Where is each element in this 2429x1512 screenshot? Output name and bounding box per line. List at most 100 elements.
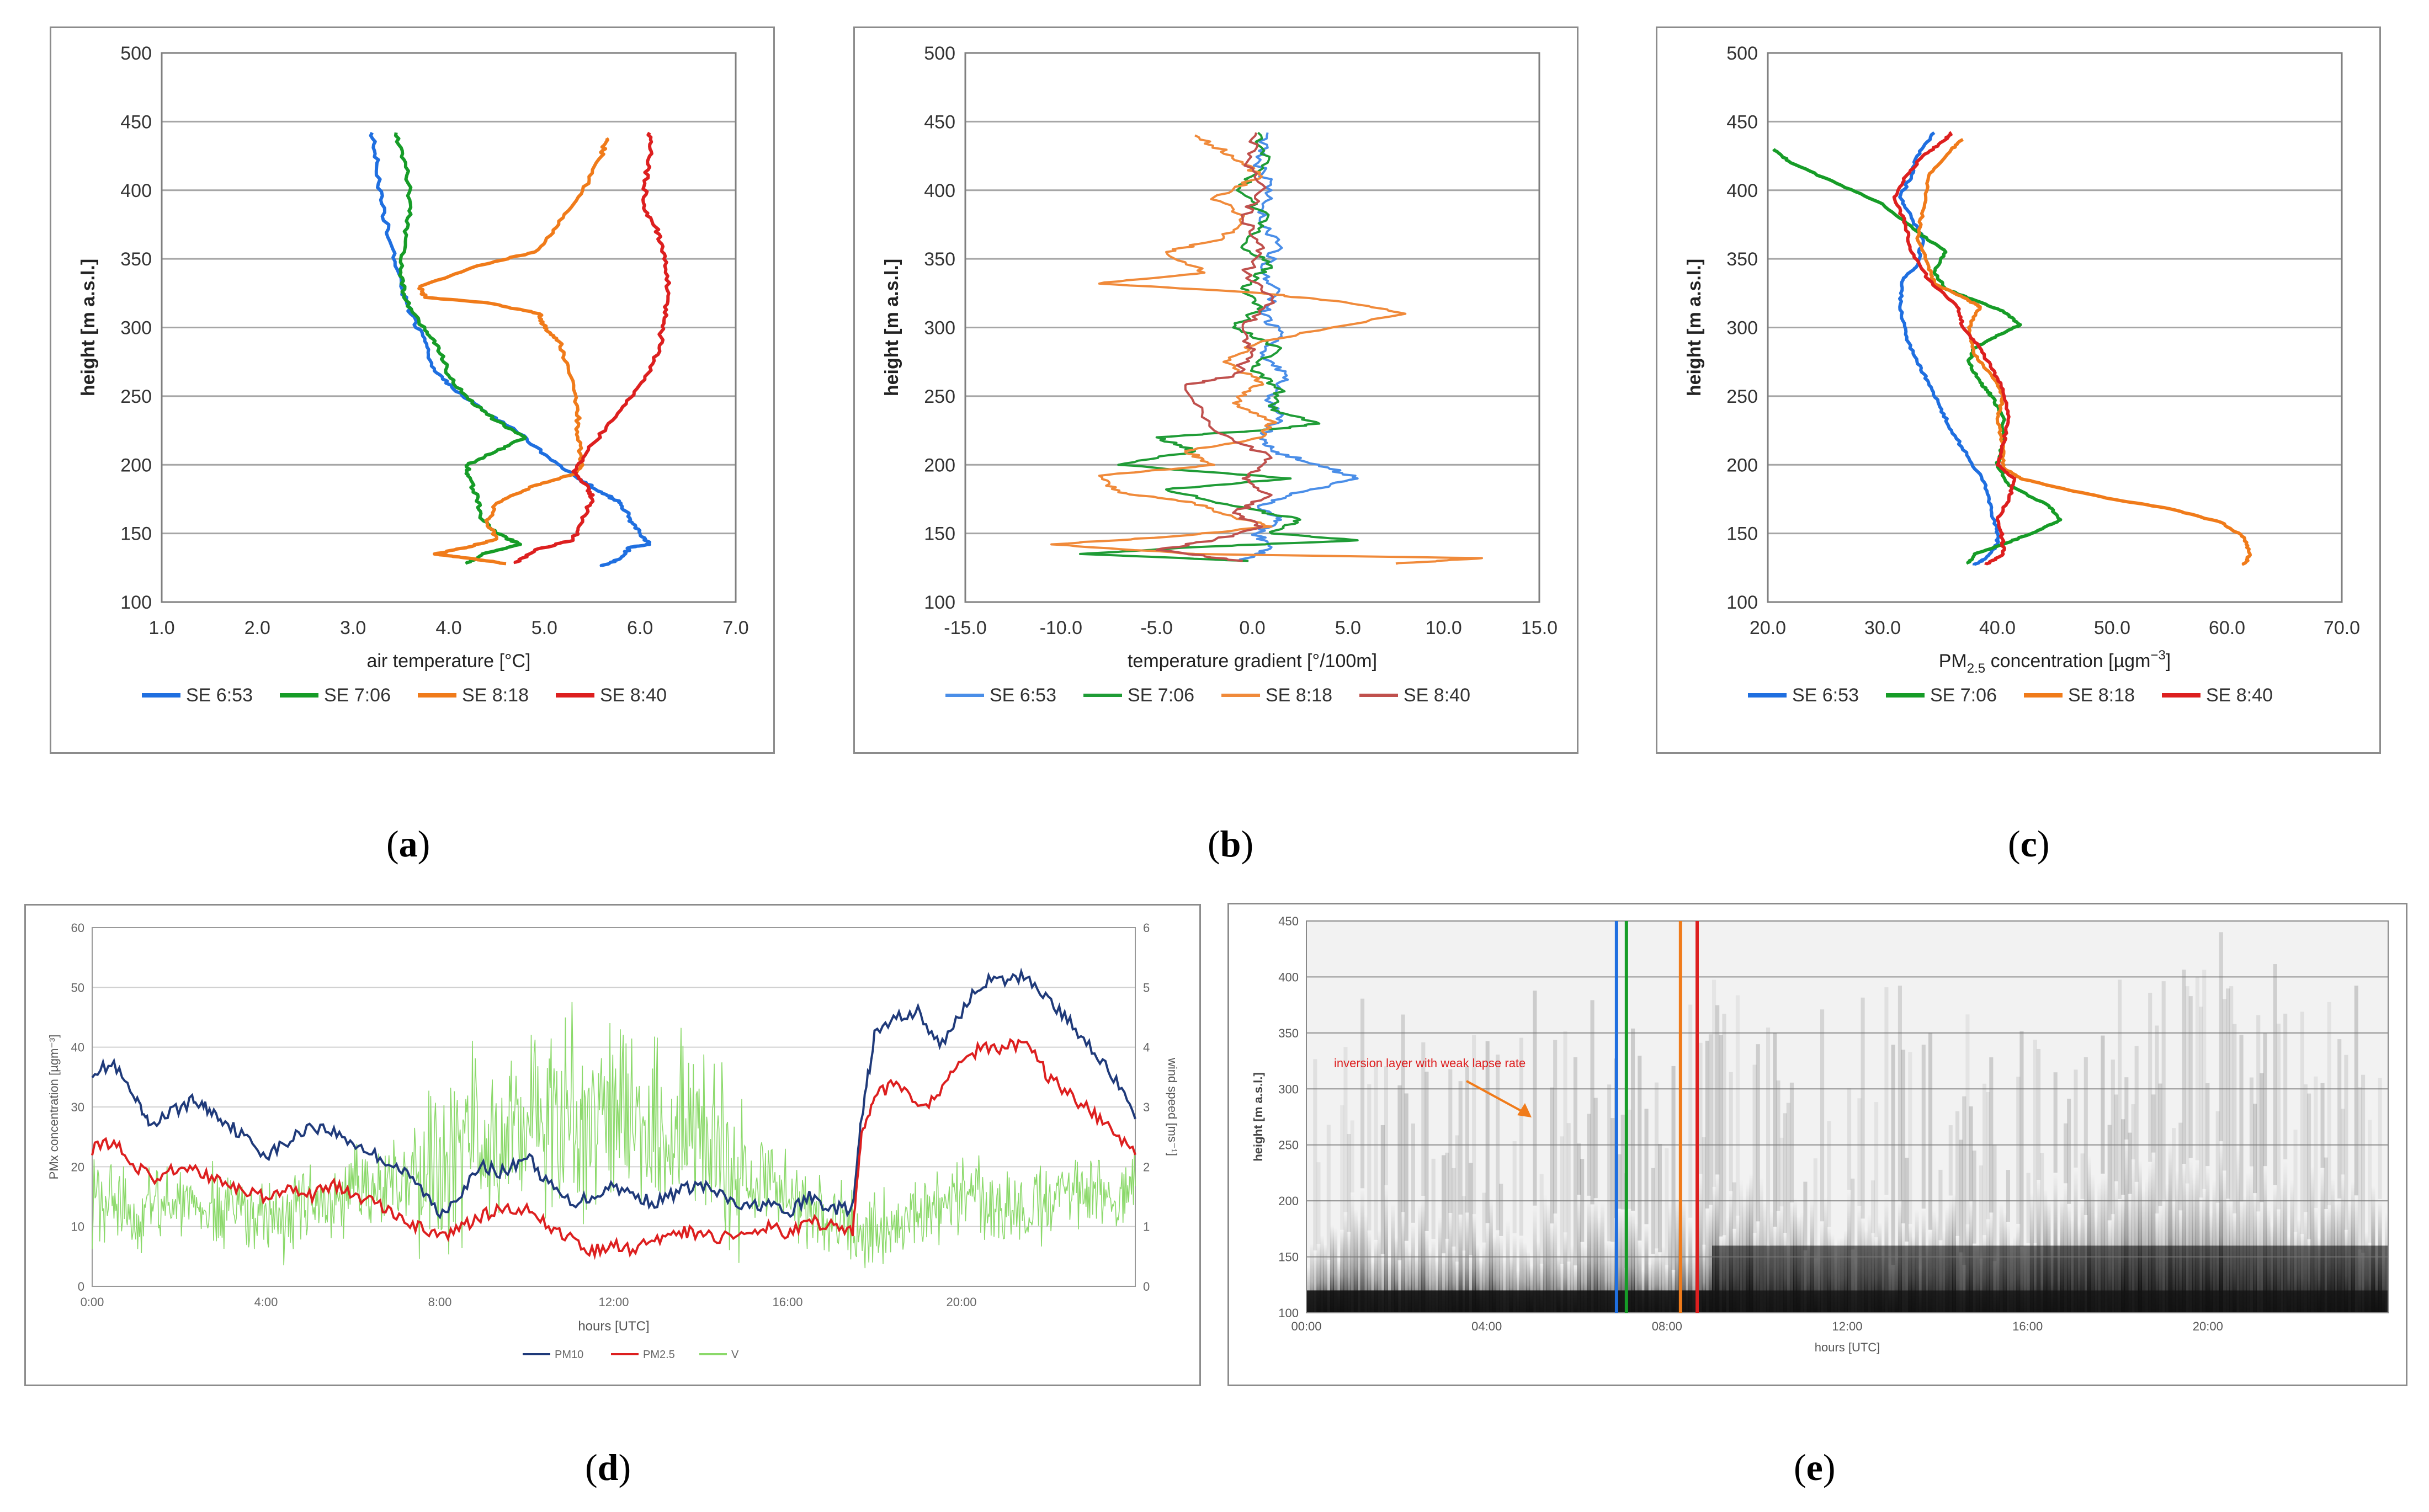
y-tick-label: 400 (1278, 970, 1299, 984)
y-tick-label: 350 (1726, 249, 1758, 270)
backscatter-column (1685, 1260, 1689, 1313)
y-tick-label: 200 (924, 455, 955, 476)
backscatter-streak (1813, 1158, 1817, 1259)
backscatter-streak (1928, 1032, 1933, 1230)
legend-label: SE 8:40 (2206, 685, 2273, 706)
backscatter-streak (1789, 1082, 1794, 1202)
backscatter-streak (2233, 1024, 2237, 1213)
caption-d: (d) (585, 1446, 631, 1489)
backscatter-streak (2006, 1170, 2010, 1222)
backscatter-column (2320, 1168, 2325, 1313)
backscatter-streak (1820, 1009, 1825, 1222)
backscatter-streak (1404, 1093, 1408, 1241)
backscatter-column (1519, 1236, 1523, 1313)
backscatter-streak (1397, 1085, 1402, 1260)
caption-b: (b) (1208, 822, 1253, 866)
backscatter-streak (1938, 1169, 1943, 1241)
backscatter-column (1715, 1174, 1720, 1313)
backscatter-streak (1461, 1196, 1466, 1251)
backscatter-column (1310, 1243, 1314, 1313)
x-tick-label: 0:00 (81, 1295, 104, 1309)
y-tick-label: 250 (1726, 386, 1758, 407)
backscatter-streak (2148, 993, 2152, 1162)
backscatter-streak (1786, 1103, 1790, 1246)
backscatter-streak (1756, 1044, 1760, 1222)
backscatter-column (2246, 1172, 2250, 1313)
backscatter-column (2182, 1164, 2186, 1313)
backscatter-column (1411, 1222, 1415, 1313)
backscatter-column (1523, 1242, 1527, 1313)
y-tick-label: 450 (924, 111, 955, 132)
backscatter-streak (1512, 1141, 1517, 1234)
x-tick-label: -5.0 (1140, 617, 1173, 638)
backscatter-column (1631, 1211, 1635, 1313)
backscatter-column (1404, 1241, 1408, 1313)
chart-panel-e: 100 150 200 250 300 350 400 450 00:00 04:00 08:00 1… (1227, 903, 2407, 1386)
backscatter-column (1377, 1229, 1381, 1313)
backscatter-ground-layer (1306, 1290, 2388, 1313)
backscatter-streak (1702, 1137, 1706, 1245)
backscatter-streak (2256, 1015, 2261, 1212)
backscatter-column (1587, 1195, 1591, 1313)
backscatter-column (1380, 1254, 1385, 1313)
backscatter-streak (1908, 1052, 1912, 1224)
backscatter-streak (1499, 1184, 1503, 1236)
x-tick-label: 40.0 (1979, 617, 2016, 638)
backscatter-column (1617, 1208, 1622, 1313)
y-tick-label: 250 (1278, 1138, 1299, 1152)
legend-label: SE 7:06 (1128, 685, 1194, 706)
chart-panel-d: 0 10 20 30 40 50 60 0 1 2 3 4 5 6 0:00 4:00 8:00 12:00 16:… (24, 904, 1201, 1386)
backscatter-streak (2253, 1104, 2257, 1194)
backscatter-streak (2114, 1094, 2118, 1181)
chart-panel-a: 100 150 200 250 300 350 400 450 500 1.0 2.0 3.0 4.0 5… (50, 26, 775, 754)
caption-b-open: ( (1208, 823, 1220, 865)
caption-e: (e) (1794, 1446, 1836, 1489)
x-tick-label: 4:00 (254, 1295, 278, 1309)
plot-area (964, 52, 1540, 603)
y2-tick-label: 6 (1143, 921, 1150, 935)
backscatter-streak (1360, 998, 1365, 1189)
backscatter-streak (2182, 970, 2186, 1164)
backscatter-column (2222, 1170, 2226, 1313)
backscatter-column (1675, 1197, 1679, 1313)
backscatter-streak (2185, 986, 2189, 1184)
backscatter-streak (1452, 1168, 1456, 1247)
backscatter-column (2087, 1156, 2091, 1313)
backscatter-column (1343, 1212, 1348, 1313)
backscatter-streak (2273, 964, 2277, 1185)
backscatter-streak (2131, 1104, 2135, 1160)
backscatter-streak (1986, 1092, 1990, 1220)
y-tick-label: 300 (120, 318, 152, 339)
plot-area (161, 52, 737, 603)
backscatter-streak (2293, 1130, 2298, 1232)
backscatter-streak (2324, 1157, 2328, 1209)
x-tick-label: 3.0 (340, 617, 366, 638)
backscatter-streak (1779, 1137, 1784, 1207)
backscatter-streak (1326, 1125, 1331, 1260)
backscatter-lower-band (1712, 1245, 2388, 1291)
y-axis-title: height [m a.s.l.] (881, 259, 902, 396)
backscatter-streak (2226, 988, 2230, 1199)
backscatter-streak (1411, 1123, 1415, 1223)
backscatter-streak (1651, 1168, 1655, 1254)
backscatter-streak (1783, 1113, 1787, 1233)
backscatter-streak (1654, 1082, 1659, 1249)
backscatter-column (1347, 1232, 1351, 1313)
backscatter-streak (1857, 1098, 1862, 1206)
backscatter-streak (1827, 1121, 1831, 1227)
legend-label: SE 8:18 (462, 685, 529, 706)
backscatter-column (1593, 1198, 1598, 1313)
x-tick-label: 16:00 (772, 1295, 802, 1309)
backscatter-streak (1891, 1045, 1895, 1265)
series-line-se-8-40 (1892, 131, 2017, 566)
backscatter-column (1509, 1255, 1513, 1313)
x-axis-title-sub: 2.5 (1967, 661, 1985, 676)
backscatter-column (1418, 1205, 1422, 1313)
backscatter-streak (1732, 1182, 1736, 1229)
caption-d-open: ( (585, 1446, 598, 1488)
x-tick-label: 1.0 (148, 617, 174, 638)
y-tick-label: 200 (1278, 1194, 1299, 1208)
backscatter-column (1455, 1261, 1459, 1313)
y2-tick-label: 1 (1143, 1220, 1150, 1234)
backscatter-column (2205, 1166, 2210, 1313)
